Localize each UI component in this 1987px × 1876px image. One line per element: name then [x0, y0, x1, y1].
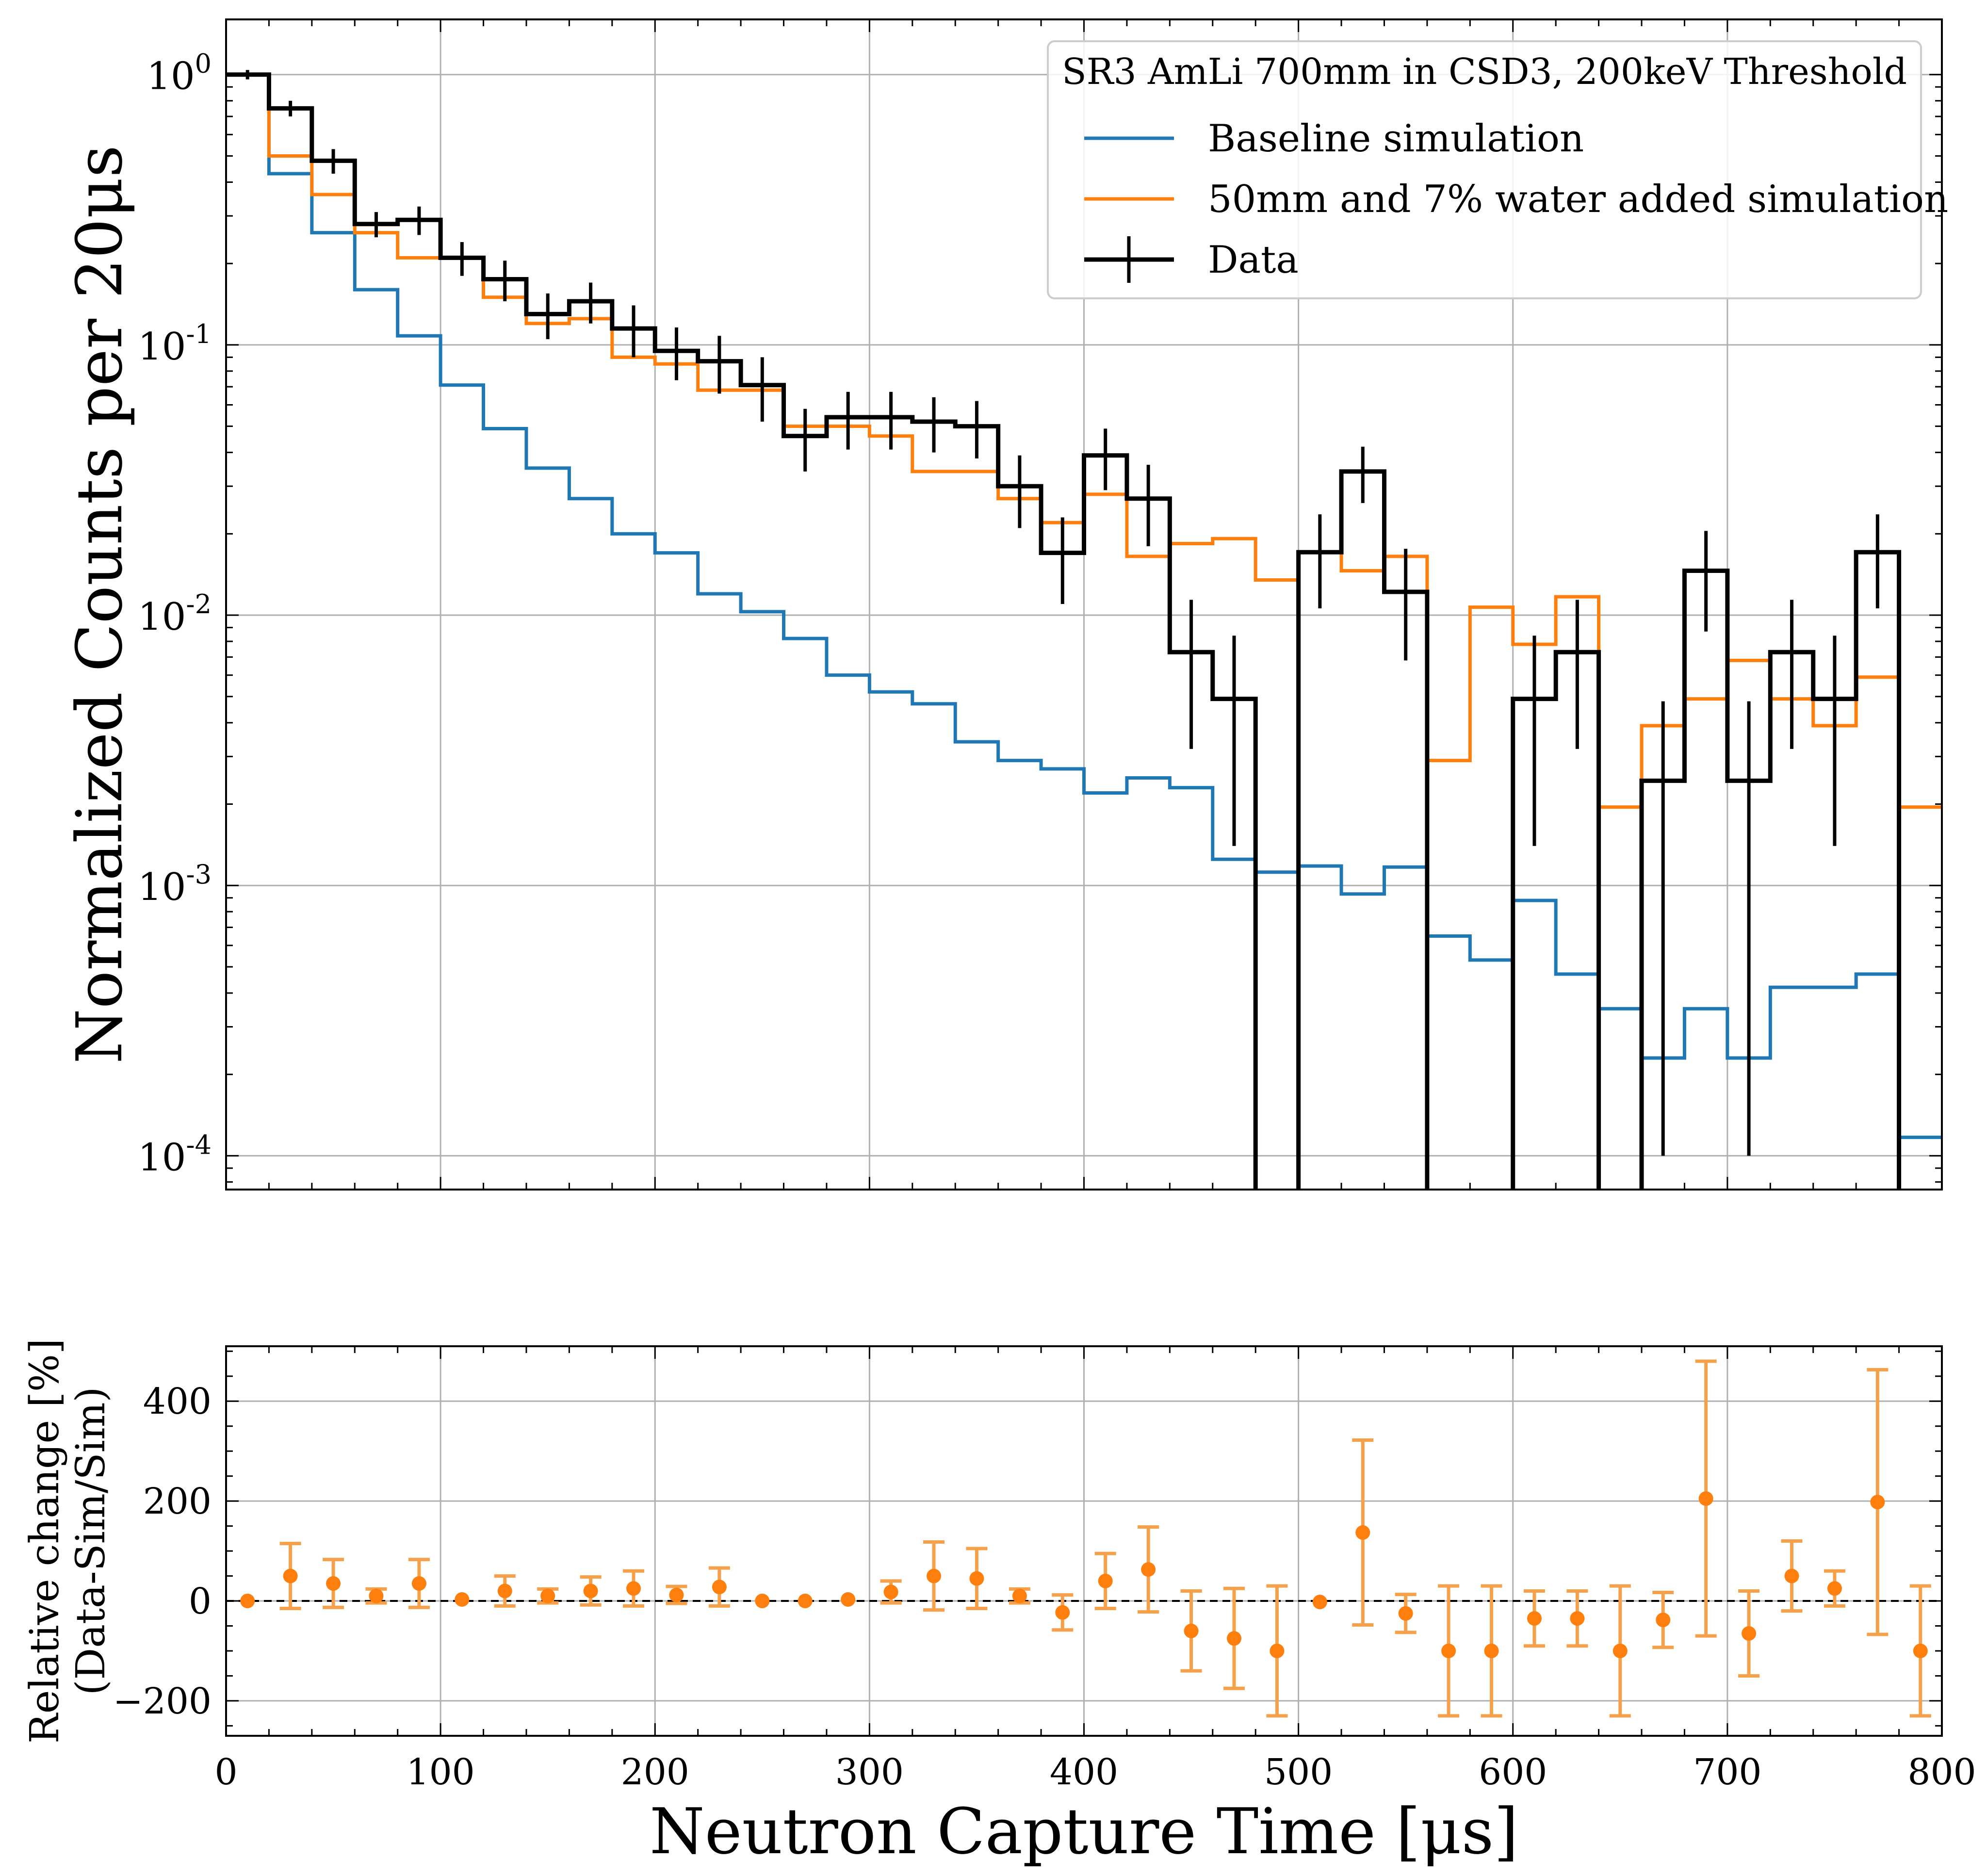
ratio-point — [411, 1576, 426, 1591]
ratio-point — [883, 1584, 898, 1599]
top-y-axis-label: Normalized Counts per 20μs — [63, 145, 136, 1064]
ratio-point — [1913, 1643, 1928, 1658]
top-plot-area — [226, 70, 1942, 1190]
bottom-x-tick-label: 300 — [835, 1751, 904, 1793]
legend-label-1: 50mm and 7% water added simulation — [1208, 178, 1948, 221]
bottom-x-tick-label: 500 — [1264, 1751, 1333, 1793]
ratio-point — [1784, 1568, 1799, 1583]
bottom-x-tick-label: 100 — [407, 1751, 475, 1793]
bottom-y-tick-label: 200 — [143, 1481, 212, 1522]
ratio-point — [626, 1581, 641, 1596]
top-y-tick-label: 10-1 — [138, 319, 212, 369]
ratio-point — [1270, 1643, 1285, 1658]
ratio-point — [1312, 1595, 1327, 1610]
bottom-y-tick-label: 0 — [189, 1581, 212, 1622]
ratio-point — [326, 1576, 341, 1591]
ratio-point — [540, 1588, 555, 1603]
ratio-point — [369, 1588, 384, 1603]
ratio-point — [1184, 1623, 1199, 1638]
ratio-point — [497, 1583, 512, 1599]
legend-label-2: Data — [1208, 238, 1299, 282]
legend-box — [1047, 40, 1922, 299]
ratio-point — [455, 1592, 470, 1607]
top-y-tick-label: 10-4 — [138, 1129, 212, 1179]
ratio-point — [1012, 1588, 1027, 1603]
ratio-point — [1656, 1613, 1671, 1628]
legend: SR3 AmLi 700mm in CSD3, 200keV Threshold… — [1047, 40, 1948, 299]
ratio-point — [1055, 1605, 1070, 1620]
ratio-point — [1827, 1581, 1842, 1596]
bottom-plot-area — [240, 1359, 1931, 1718]
ratio-point — [1570, 1611, 1585, 1626]
axis-labels: Normalized Counts per 20μs Relative chang… — [22, 145, 1518, 1868]
ratio-point — [283, 1568, 298, 1583]
legend-label-0: Baseline simulation — [1208, 117, 1584, 161]
bottom-y-tick-label: 400 — [143, 1381, 212, 1422]
bottom-x-axis-label: Neutron Capture Time [μs] — [650, 1794, 1518, 1868]
top-y-tick-label: 10-3 — [138, 859, 212, 909]
ratio-point — [1141, 1562, 1156, 1577]
bottom-x-tick-label: 0 — [214, 1751, 237, 1793]
bottom-x-tick-label: 600 — [1479, 1751, 1547, 1793]
bottom-x-tick-label: 800 — [1907, 1751, 1976, 1793]
ratio-point — [1441, 1643, 1456, 1658]
ratio-point — [669, 1587, 684, 1602]
legend-title: SR3 AmLi 700mm in CSD3, 200keV Threshold — [1062, 51, 1907, 93]
bottom-y-tick-label: −200 — [113, 1680, 212, 1722]
ratio-point — [240, 1594, 255, 1609]
ratio-point — [1398, 1606, 1413, 1621]
top-panel: 100 10-1 10-2 10-3 10-4 — [138, 18, 1943, 1191]
ratio-point — [969, 1571, 984, 1586]
ratio-point — [927, 1568, 942, 1583]
ratio-point — [1612, 1643, 1628, 1658]
ratio-point — [1698, 1491, 1713, 1506]
ratio-point — [583, 1583, 598, 1599]
top-y-tick-label: 10-2 — [138, 589, 212, 639]
bottom-y-axis-label-line2: (Data-Sim/Sim) — [68, 1387, 114, 1695]
bottom-x-tick-label: 200 — [621, 1751, 689, 1793]
ratio-point — [1870, 1495, 1885, 1510]
top-y-tick-label: 100 — [147, 49, 212, 98]
ratio-point — [755, 1594, 770, 1609]
ratio-point — [712, 1580, 727, 1595]
ratio-point — [1355, 1525, 1370, 1540]
ratio-point — [1742, 1626, 1757, 1641]
ratio-point — [798, 1594, 813, 1609]
bottom-x-tick-label: 700 — [1693, 1751, 1761, 1793]
ratio-point — [1226, 1631, 1241, 1646]
bottom-y-axis-label-line1: Relative change [%] — [22, 1338, 68, 1744]
ratio-point — [1527, 1611, 1542, 1626]
ratio-point — [1098, 1573, 1113, 1588]
ratio-point — [1484, 1643, 1499, 1658]
ratio-point — [841, 1592, 856, 1607]
bottom-x-tick-label: 400 — [1050, 1751, 1118, 1793]
